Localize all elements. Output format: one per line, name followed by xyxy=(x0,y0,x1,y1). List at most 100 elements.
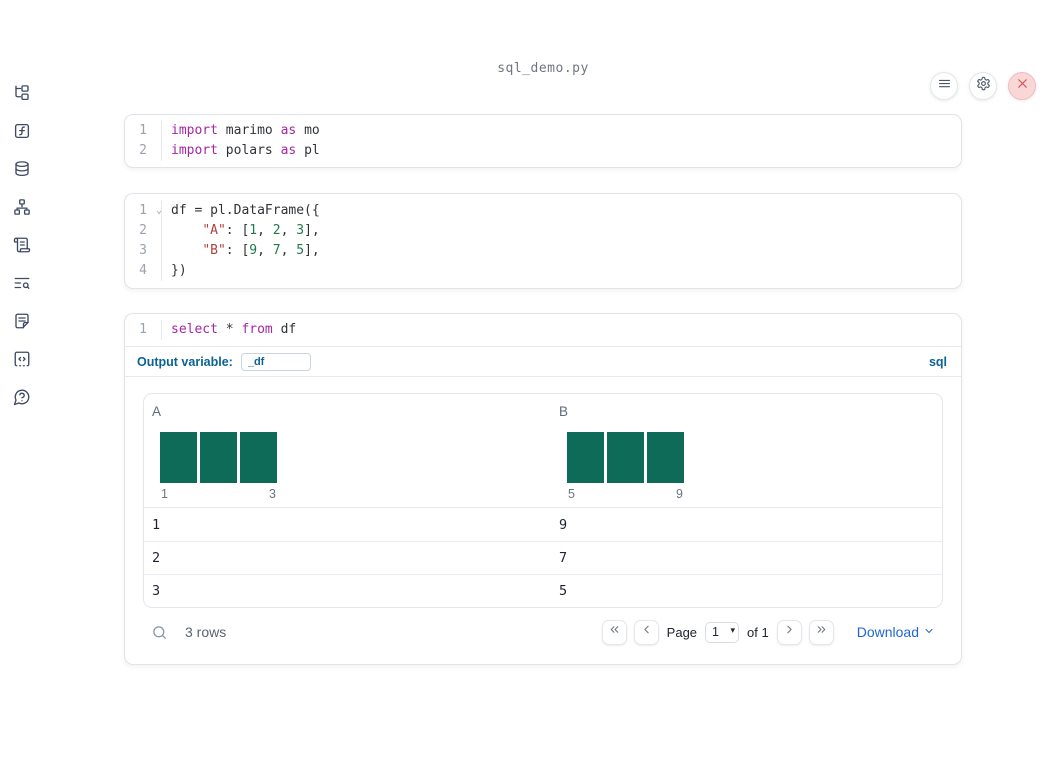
code-text: }) xyxy=(161,261,187,281)
page-select-wrapper: 1 xyxy=(705,621,740,643)
histogram-bar xyxy=(200,432,237,483)
divider xyxy=(125,346,961,347)
pagination: Page 1 of 1 Download xyxy=(601,619,935,645)
output-variable-input[interactable] xyxy=(240,352,311,371)
line-number: 2 xyxy=(139,143,147,158)
divider xyxy=(125,376,961,377)
table-cell: 1 xyxy=(152,516,161,533)
file-tree-icon xyxy=(13,84,31,107)
column-histogram xyxy=(160,432,551,483)
table-cell: 5 xyxy=(558,583,568,599)
sidebar-item-snippets[interactable] xyxy=(12,351,32,371)
menu-button[interactable] xyxy=(930,72,958,100)
sidebar-item-datasources[interactable] xyxy=(12,160,32,183)
code-line[interactable]: 1 ⌄ df = pl.DataFrame({ xyxy=(125,201,961,221)
line-number: 1 ⌄ xyxy=(125,201,162,221)
code-text: select * from df xyxy=(161,320,296,340)
chevron-down-icon xyxy=(923,624,935,640)
close-button[interactable] xyxy=(1008,72,1036,100)
sidebar-item-help[interactable] xyxy=(12,389,32,409)
text-search-icon xyxy=(13,274,31,297)
code-line[interactable]: 4}) xyxy=(125,261,961,281)
sidebar-item-logs[interactable] xyxy=(12,275,32,295)
line-number: 1 xyxy=(139,123,147,138)
fold-chevron-icon[interactable]: ⌄ xyxy=(155,205,162,216)
database-icon xyxy=(13,160,31,183)
search-icon[interactable] xyxy=(151,624,168,641)
note-icon xyxy=(13,312,31,335)
help-bubble-icon xyxy=(13,388,31,411)
sql-language-badge: sql xyxy=(928,354,947,369)
sql-editor[interactable]: 1 select * from df xyxy=(125,314,961,346)
settings-button[interactable] xyxy=(969,72,997,100)
code-line[interactable]: 3 "B": [9, 7, 5], xyxy=(125,241,961,261)
table-cell: 3 xyxy=(152,583,161,599)
gear-icon xyxy=(976,76,991,96)
notebook: sql_demo.py 1 import marimo as mo 2 import … xyxy=(124,61,962,665)
code-cell-imports[interactable]: 1 import marimo as mo 2 import polars as pl xyxy=(124,114,962,168)
menu-icon xyxy=(937,76,952,96)
column-name: A xyxy=(152,404,162,419)
sidebar-item-scratchpad[interactable] xyxy=(12,237,32,257)
sidebar-item-dependency-graph[interactable] xyxy=(12,198,32,221)
code-editor[interactable]: 1 ⌄ df = pl.DataFrame({2 "A": [1, 2, 3], 3 … xyxy=(125,201,961,281)
sql-cell[interactable]: 1 select * from df Output variable: sql A… xyxy=(124,313,962,665)
table-cell: 9 xyxy=(558,516,568,533)
row-count: 3 rows xyxy=(185,624,227,640)
chevron-right-icon xyxy=(783,623,796,641)
chevron-left-icon xyxy=(640,623,653,641)
table-cell: 7 xyxy=(558,550,568,566)
code-editor[interactable]: 1 import marimo as mo 2 import polars as pl xyxy=(125,121,961,161)
last-page-button[interactable] xyxy=(808,619,834,645)
code-text: import marimo as mo xyxy=(161,121,320,141)
download-button[interactable]: Download xyxy=(857,624,935,640)
notebook-filename: sql_demo.py xyxy=(497,61,589,76)
next-page-button[interactable] xyxy=(776,619,802,645)
histogram-bar xyxy=(240,432,277,483)
histogram-bar xyxy=(606,432,644,483)
code-line[interactable]: 1 import marimo as mo xyxy=(125,121,961,141)
network-icon xyxy=(13,198,31,221)
previous-page-button[interactable] xyxy=(633,619,659,645)
page-label: Page xyxy=(666,624,698,640)
line-number: 4 xyxy=(139,263,147,278)
histogram-bar xyxy=(646,432,684,483)
code-line[interactable]: 2 "A": [1, 2, 3], xyxy=(125,221,961,241)
line-number: 3 xyxy=(139,243,147,258)
output-variable-label: Output variable: xyxy=(137,354,233,369)
page-select[interactable]: 1 xyxy=(705,621,740,643)
code-text: import polars as pl xyxy=(161,141,320,161)
sidebar-item-functions[interactable] xyxy=(12,123,32,143)
sidebar xyxy=(0,61,44,774)
download-label: Download xyxy=(856,624,919,640)
histogram-bar xyxy=(160,432,197,483)
sidebar-item-documentation[interactable] xyxy=(12,313,32,333)
function-square-icon xyxy=(13,122,31,145)
table-footer: 3 rows Page 1 of 1 Download xyxy=(143,608,943,664)
output-variable-row: Output variable: sql xyxy=(125,347,961,376)
code-text: df = pl.DataFrame({ xyxy=(161,201,320,221)
close-icon xyxy=(1015,76,1030,96)
sidebar-item-file-explorer[interactable] xyxy=(12,84,32,107)
histogram-bar xyxy=(566,432,604,483)
line-number: 2 xyxy=(139,223,147,238)
column-name: B xyxy=(558,404,568,419)
code-line[interactable]: 2 import polars as pl xyxy=(125,141,961,161)
code-text: "A": [1, 2, 3], xyxy=(161,221,320,241)
code-line[interactable]: 1 select * from df xyxy=(125,320,961,340)
code-cell-dataframe[interactable]: 1 ⌄ df = pl.DataFrame({2 "A": [1, 2, 3], 3 … xyxy=(124,193,962,289)
chevrons-left-icon xyxy=(608,623,621,641)
chevrons-right-icon xyxy=(815,623,828,641)
first-page-button[interactable] xyxy=(601,619,627,645)
